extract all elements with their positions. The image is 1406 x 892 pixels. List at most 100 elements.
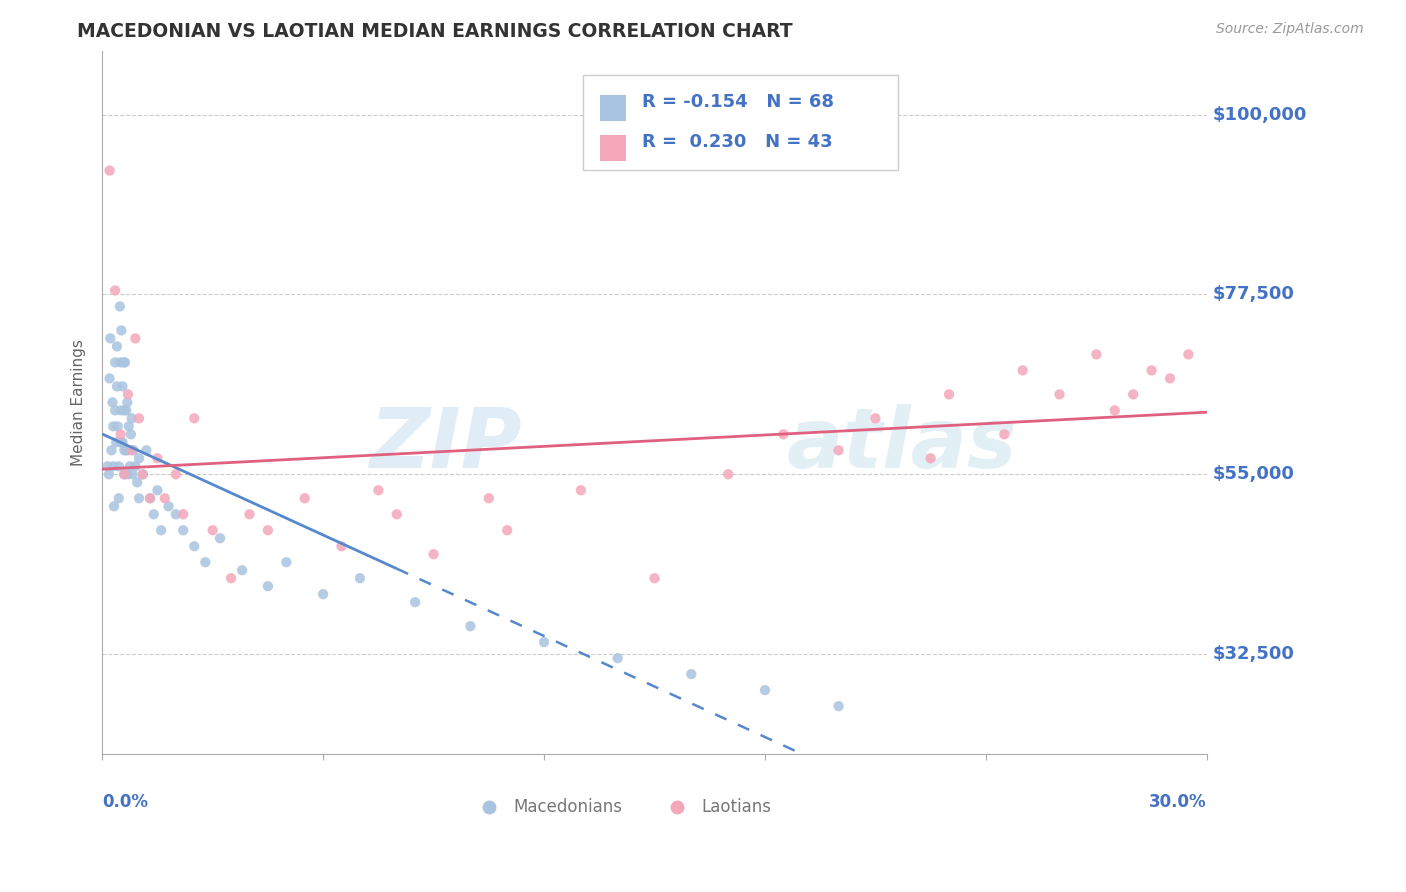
Text: Source: ZipAtlas.com: Source: ZipAtlas.com	[1216, 22, 1364, 37]
Point	[772, 427, 794, 442]
Point	[644, 571, 666, 585]
Point	[112, 467, 135, 482]
Point	[98, 371, 121, 385]
Point	[135, 443, 157, 458]
Point	[533, 635, 555, 649]
Point	[117, 395, 139, 409]
Point	[717, 467, 740, 482]
Point	[117, 467, 139, 482]
Point	[606, 651, 628, 665]
Point	[294, 491, 316, 506]
Point	[827, 443, 849, 458]
Point	[128, 451, 150, 466]
Point	[121, 443, 143, 458]
Point	[105, 435, 128, 450]
Point	[97, 467, 120, 482]
Point	[754, 683, 776, 698]
Point	[103, 500, 125, 514]
Point	[103, 459, 125, 474]
Point	[105, 379, 128, 393]
Point	[183, 539, 205, 553]
Text: Laotians: Laotians	[702, 797, 770, 816]
Text: $32,500: $32,500	[1212, 645, 1294, 663]
Point	[107, 491, 129, 506]
Point	[165, 467, 187, 482]
Point	[1104, 403, 1126, 417]
Point	[385, 508, 408, 522]
Point	[115, 403, 138, 417]
Point	[111, 435, 134, 450]
Point	[114, 355, 136, 369]
Point	[367, 483, 389, 498]
Point	[110, 435, 132, 450]
Point	[219, 571, 242, 585]
Point	[478, 491, 501, 506]
Point	[121, 467, 143, 482]
Point	[993, 427, 1015, 442]
Point	[172, 508, 194, 522]
Point	[330, 539, 353, 553]
Point	[111, 379, 134, 393]
Point	[157, 500, 180, 514]
Point	[827, 699, 849, 714]
Text: Macedonians: Macedonians	[513, 797, 621, 816]
Bar	[600, 135, 626, 161]
Text: $77,500: $77,500	[1212, 285, 1294, 303]
Point	[97, 459, 120, 474]
Point	[112, 403, 135, 417]
Point	[118, 459, 141, 474]
Point	[110, 323, 132, 337]
Point	[98, 163, 121, 178]
Text: 30.0%: 30.0%	[1149, 793, 1206, 811]
Point	[115, 443, 138, 458]
Point	[104, 355, 127, 369]
Point	[920, 451, 942, 466]
Point	[107, 419, 129, 434]
Text: $100,000: $100,000	[1212, 105, 1306, 124]
Text: atlas: atlas	[787, 404, 1018, 485]
Point	[112, 355, 135, 369]
Point	[460, 619, 482, 633]
Bar	[600, 95, 626, 121]
Point	[117, 387, 139, 401]
Point	[1049, 387, 1071, 401]
Point	[150, 523, 173, 537]
Point	[139, 491, 162, 506]
Point	[110, 403, 132, 417]
Point	[208, 531, 231, 545]
Point	[1085, 347, 1108, 361]
Point	[165, 508, 187, 522]
Point	[312, 587, 335, 601]
Point	[101, 395, 124, 409]
Point	[139, 491, 162, 506]
Point	[257, 523, 280, 537]
Point	[1140, 363, 1163, 377]
Point	[103, 419, 125, 434]
Point	[172, 523, 194, 537]
Point	[183, 411, 205, 425]
Point	[132, 467, 155, 482]
Point	[112, 443, 135, 458]
Point	[496, 523, 519, 537]
Point	[98, 331, 121, 345]
Point	[1122, 387, 1144, 401]
Point	[118, 419, 141, 434]
Point	[404, 595, 426, 609]
Text: R = -0.154   N = 68: R = -0.154 N = 68	[643, 93, 834, 111]
Point	[128, 411, 150, 425]
Point	[107, 459, 129, 474]
Point	[257, 579, 280, 593]
Point	[238, 508, 260, 522]
Point	[1011, 363, 1033, 377]
Point	[1177, 347, 1199, 361]
Point	[681, 667, 703, 681]
Y-axis label: Median Earnings: Median Earnings	[72, 339, 86, 466]
Point	[865, 411, 887, 425]
Point	[153, 491, 176, 506]
Point	[1159, 371, 1181, 385]
Point	[117, 443, 139, 458]
Point	[124, 331, 146, 345]
Point	[194, 555, 217, 569]
Point	[108, 300, 131, 314]
Text: 0.0%: 0.0%	[103, 793, 148, 811]
